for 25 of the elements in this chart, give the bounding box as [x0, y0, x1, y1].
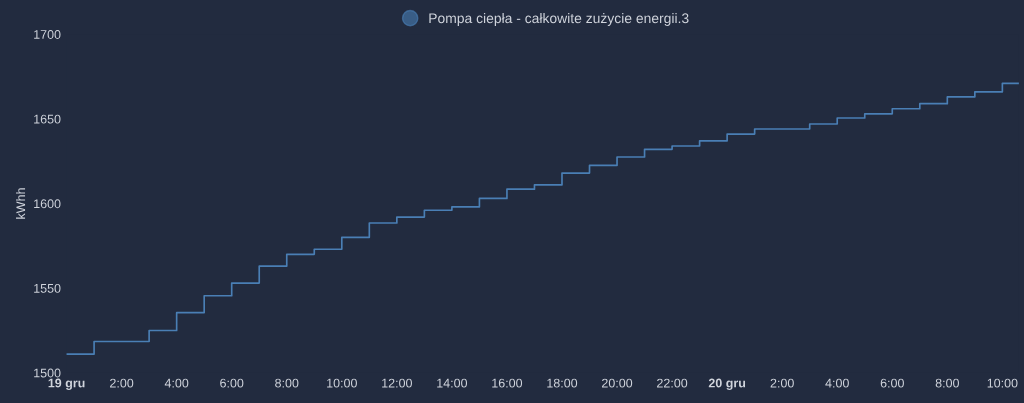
- x-tick-label: 6:00: [220, 378, 244, 388]
- y-tick-label: 1550: [34, 283, 61, 293]
- x-tick-label: 14:00: [437, 378, 468, 388]
- x-tick-label: 8:00: [935, 378, 959, 388]
- x-tick-label: 2:00: [770, 378, 794, 388]
- x-tick-label: 4:00: [164, 378, 189, 388]
- y-tick-label: 1600: [34, 199, 61, 209]
- x-tick-label: 12:00: [382, 378, 412, 388]
- y-axis-title: kWhh: [15, 188, 26, 219]
- y-tick-label: 1700: [34, 30, 61, 39]
- x-tick-label: 22:00: [657, 378, 688, 388]
- x-tick-label: 19 gru: [48, 378, 85, 390]
- x-tick-label: 18:00: [547, 378, 578, 388]
- x-tick-label: 16:00: [492, 378, 523, 388]
- x-tick-label: 6:00: [880, 378, 904, 388]
- x-tick-label: 4:00: [825, 378, 849, 388]
- x-tick-label: 8:00: [275, 378, 299, 388]
- x-tick-label: 10:00: [327, 378, 357, 388]
- legend-label: Pompa ciepła - całkowite zużycie energii.3: [429, 12, 689, 26]
- y-tick-label: 1500: [34, 368, 61, 378]
- x-tick-label: 2:00: [110, 378, 134, 388]
- x-tick-label: 20:00: [602, 378, 633, 388]
- x-tick-label: 10:00: [987, 378, 1018, 388]
- x-tick-label: 20 gru: [708, 378, 746, 390]
- y-tick-label: 1650: [34, 114, 61, 124]
